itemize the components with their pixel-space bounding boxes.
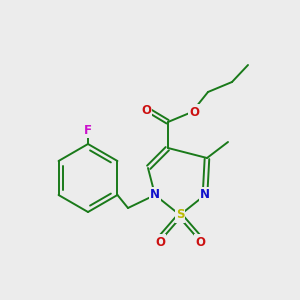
Text: S: S xyxy=(176,208,184,221)
Text: O: O xyxy=(195,236,205,248)
Text: O: O xyxy=(189,106,199,118)
Text: F: F xyxy=(84,124,92,136)
Text: O: O xyxy=(141,103,151,116)
Text: O: O xyxy=(155,236,165,248)
Text: N: N xyxy=(200,188,210,202)
Text: N: N xyxy=(150,188,160,202)
